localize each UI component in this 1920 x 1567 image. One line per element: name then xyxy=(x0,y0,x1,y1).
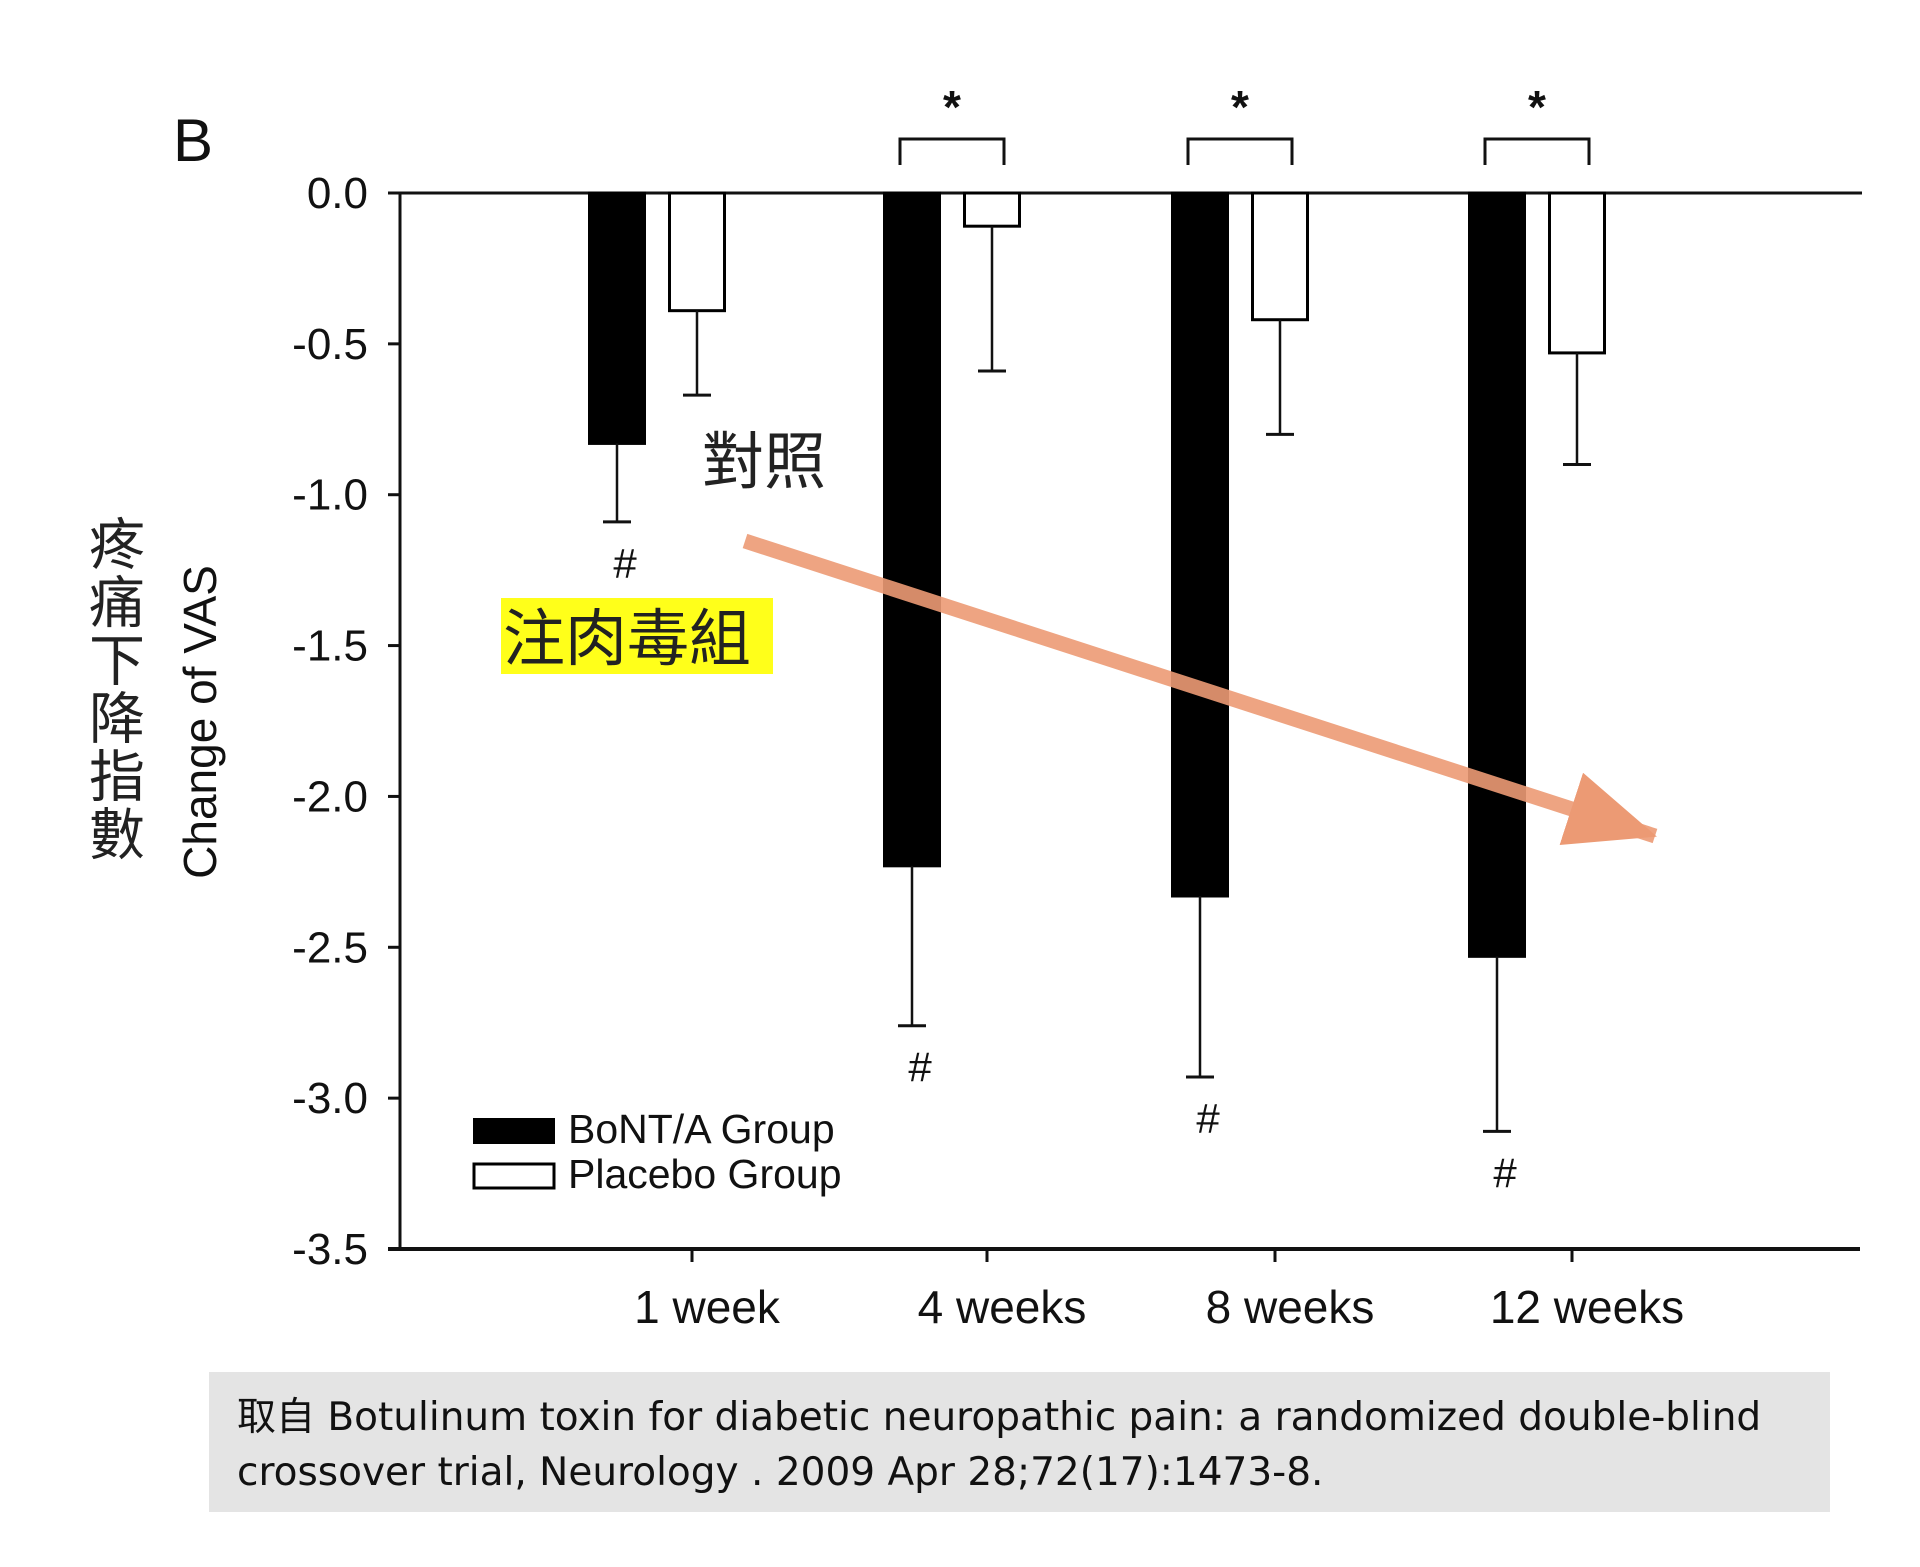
significance-bracket xyxy=(1186,137,1294,165)
y-tick-label: -1.5 xyxy=(292,622,368,671)
y-tick-label: -2.5 xyxy=(292,923,368,972)
bar-placebo xyxy=(668,191,726,313)
bar-bont xyxy=(883,191,941,868)
hash-marker: # xyxy=(613,540,637,587)
legend-label-placebo: Placebo Group xyxy=(568,1151,842,1197)
significance-star: * xyxy=(1231,81,1249,133)
caption-line-2: crossover trial, Neurology . 2009 Apr 28… xyxy=(237,1450,1324,1495)
error-bars xyxy=(603,226,1591,1133)
y-tick-label: 0.0 xyxy=(307,169,368,218)
panel-label: B xyxy=(173,107,213,174)
bars xyxy=(588,191,1606,958)
bar-placebo xyxy=(963,191,1021,228)
y-axis-label: Change of VAS xyxy=(174,565,226,879)
annotation-highlight xyxy=(501,598,773,674)
bar-placebo xyxy=(1251,191,1309,322)
caption-box: 取自 Botulinum toxin for diabetic neuropat… xyxy=(209,1372,1830,1512)
x-tick-label: 4 weeks xyxy=(918,1281,1087,1333)
bar-placebo xyxy=(1548,191,1606,355)
y-tick-label: -2.0 xyxy=(292,772,368,821)
significance-markers: # # # # * * * xyxy=(613,81,1591,1196)
y-tick-label: -0.5 xyxy=(292,320,368,369)
x-tick-label: 8 weeks xyxy=(1206,1281,1375,1333)
caption-line-1: 取自 Botulinum toxin for diabetic neuropat… xyxy=(237,1395,1762,1440)
legend-swatch-placebo xyxy=(472,1162,556,1190)
x-ticks: 1 week 4 weeks 8 weeks 12 weeks xyxy=(634,1249,1684,1333)
y-tick-label: -1.0 xyxy=(292,471,368,520)
y-ticks: 0.0 -0.5 -1.0 -1.5 -2.0 -2.5 -3.0 -3.5 xyxy=(292,169,400,1274)
bar-bont xyxy=(1468,191,1526,958)
chinese-y-label: 疼痛下降指數 xyxy=(80,515,145,863)
legend-label-bont: BoNT/A Group xyxy=(568,1106,835,1152)
annotation-treatment: 注肉毒組 xyxy=(503,602,751,675)
significance-star: * xyxy=(943,81,961,133)
hash-marker: # xyxy=(1493,1149,1517,1196)
legend-swatch-bont xyxy=(473,1118,555,1144)
y-tick-label: -3.5 xyxy=(292,1225,368,1274)
annotation-control: 對照 xyxy=(702,425,826,498)
trend-arrow-icon xyxy=(742,533,1658,846)
bar-bont xyxy=(1171,191,1229,898)
legend: BoNT/A Group Placebo Group xyxy=(472,1106,842,1197)
significance-bracket xyxy=(898,137,1006,165)
y-tick-label: -3.0 xyxy=(292,1074,368,1123)
hash-marker: # xyxy=(1196,1095,1220,1142)
x-tick-label: 12 weeks xyxy=(1490,1281,1684,1333)
significance-bracket xyxy=(1483,137,1591,165)
hash-marker: # xyxy=(908,1044,932,1091)
x-tick-label: 1 week xyxy=(634,1281,781,1333)
bar-bont xyxy=(588,191,646,445)
significance-star: * xyxy=(1528,81,1546,133)
